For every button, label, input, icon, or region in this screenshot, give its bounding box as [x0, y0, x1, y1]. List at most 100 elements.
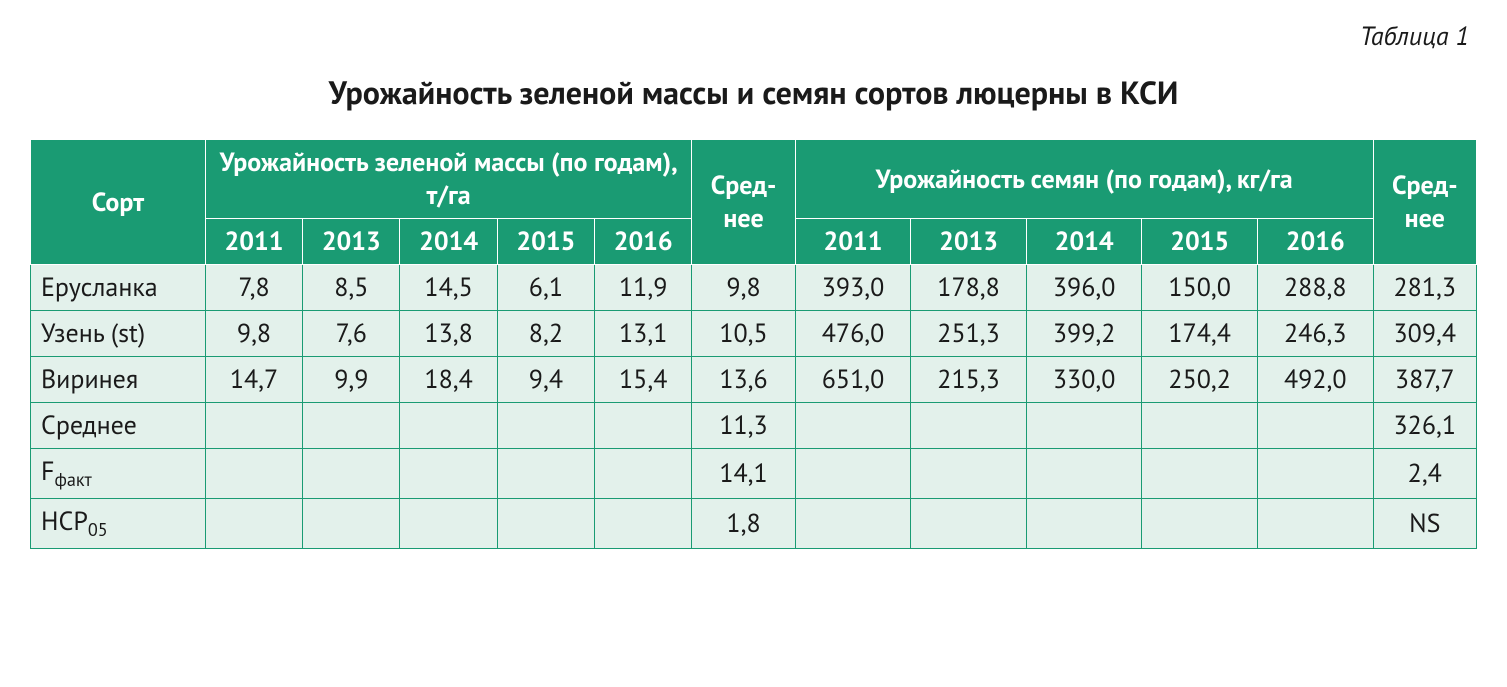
- cell: 215,3: [911, 357, 1027, 403]
- cell-avg: 2,4: [1373, 449, 1476, 499]
- cell: [795, 499, 911, 549]
- cell: [400, 449, 497, 499]
- cell: [205, 403, 302, 449]
- table-row: Среднее11,3326,1: [31, 403, 1477, 449]
- table-row: Fфакт 14,1 2,4: [31, 449, 1477, 499]
- cell: 178,8: [911, 265, 1027, 311]
- cell: 9,9: [303, 357, 400, 403]
- col-year: 2016: [1257, 219, 1373, 265]
- table-body: Ерусланка7,88,514,56,111,99,8393,0178,83…: [31, 265, 1477, 549]
- cell: 246,3: [1257, 311, 1373, 357]
- col-year: 2015: [497, 219, 594, 265]
- cell-avg: 14,1: [692, 449, 795, 499]
- cell: [795, 449, 911, 499]
- cell: 330,0: [1026, 357, 1142, 403]
- data-table: Сорт Урожайность зеленой массы (по годам…: [30, 139, 1477, 549]
- col-year: 2014: [1026, 219, 1142, 265]
- row-label: Виринея: [31, 357, 206, 403]
- col-year: 2015: [1142, 219, 1258, 265]
- row-label: НСР05: [31, 499, 206, 549]
- col-avg1: Сред-нее: [692, 140, 795, 265]
- col-year: 2014: [400, 219, 497, 265]
- table-caption: Таблица 1: [30, 20, 1477, 53]
- cell: [595, 403, 692, 449]
- cell: [911, 449, 1027, 499]
- col-year: 2011: [205, 219, 302, 265]
- cell: 492,0: [1257, 357, 1373, 403]
- cell: 13,1: [595, 311, 692, 357]
- col-group1: Урожайность зеленой массы (по годам), т/…: [205, 140, 691, 219]
- col-year: 2013: [303, 219, 400, 265]
- table-row: Ерусланка7,88,514,56,111,99,8393,0178,83…: [31, 265, 1477, 311]
- row-label-sub: факт: [54, 468, 91, 492]
- cell-avg: 10,5: [692, 311, 795, 357]
- cell: [400, 499, 497, 549]
- row-label: Ерусланка: [31, 265, 206, 311]
- cell: [1142, 499, 1258, 549]
- cell-avg: 9,8: [692, 265, 795, 311]
- cell-avg: NS: [1373, 499, 1476, 549]
- table-row: Узень (st)9,87,613,88,213,110,5476,0251,…: [31, 311, 1477, 357]
- cell-avg: 1,8: [692, 499, 795, 549]
- cell: [595, 449, 692, 499]
- cell: [1257, 449, 1373, 499]
- cell-avg: 309,4: [1373, 311, 1476, 357]
- row-label: Среднее: [31, 403, 206, 449]
- cell: 14,7: [205, 357, 302, 403]
- row-label-main: НСР: [41, 505, 88, 538]
- cell: [400, 403, 497, 449]
- cell: 393,0: [795, 265, 911, 311]
- cell: 7,6: [303, 311, 400, 357]
- cell: 18,4: [400, 357, 497, 403]
- cell-avg: 387,7: [1373, 357, 1476, 403]
- col-group2: Урожайность семян (по годам), кг/га: [795, 140, 1373, 219]
- cell: [497, 499, 594, 549]
- cell: [595, 499, 692, 549]
- cell: [911, 403, 1027, 449]
- cell: 251,3: [911, 311, 1027, 357]
- cell: [205, 499, 302, 549]
- cell: 399,2: [1026, 311, 1142, 357]
- cell: [303, 499, 400, 549]
- cell: 13,8: [400, 311, 497, 357]
- cell: [1142, 449, 1258, 499]
- cell: [497, 449, 594, 499]
- row-label-main: F: [41, 455, 54, 488]
- cell: [205, 449, 302, 499]
- col-year: 2011: [795, 219, 911, 265]
- cell: 6,1: [497, 265, 594, 311]
- cell: [497, 403, 594, 449]
- cell: 476,0: [795, 311, 911, 357]
- col-avg2: Сред-нее: [1373, 140, 1476, 265]
- table-row: Виринея14,79,918,49,415,413,6651,0215,33…: [31, 357, 1477, 403]
- cell: 250,2: [1142, 357, 1258, 403]
- col-year: 2013: [911, 219, 1027, 265]
- row-label-sub: 05: [88, 518, 108, 542]
- cell-avg: 326,1: [1373, 403, 1476, 449]
- cell: [1026, 403, 1142, 449]
- cell: [795, 403, 911, 449]
- cell: [303, 403, 400, 449]
- cell: [1257, 403, 1373, 449]
- cell: [1257, 499, 1373, 549]
- cell-avg: 281,3: [1373, 265, 1476, 311]
- cell: 288,8: [1257, 265, 1373, 311]
- cell: 7,8: [205, 265, 302, 311]
- cell: 8,5: [303, 265, 400, 311]
- cell: 14,5: [400, 265, 497, 311]
- cell: 174,4: [1142, 311, 1258, 357]
- row-label: Fфакт: [31, 449, 206, 499]
- cell: 9,4: [497, 357, 594, 403]
- cell: [1142, 403, 1258, 449]
- cell: 15,4: [595, 357, 692, 403]
- col-sort: Сорт: [31, 140, 206, 265]
- header-row-1: Сорт Урожайность зеленой массы (по годам…: [31, 140, 1477, 219]
- cell: 396,0: [1026, 265, 1142, 311]
- table-row: НСР05 1,8 NS: [31, 499, 1477, 549]
- cell: 11,9: [595, 265, 692, 311]
- col-year: 2016: [595, 219, 692, 265]
- cell: 9,8: [205, 311, 302, 357]
- cell: [911, 499, 1027, 549]
- cell: [1026, 499, 1142, 549]
- cell: [1026, 449, 1142, 499]
